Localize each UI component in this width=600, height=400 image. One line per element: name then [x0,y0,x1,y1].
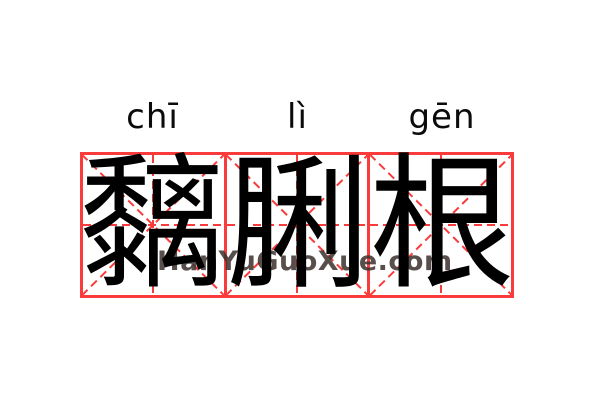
pinyin-syllable-1: chī [126,97,179,137]
mizige-cell-3 [370,155,512,295]
pinyin-syllable-2: lì [287,97,308,137]
mizige-cell-2 [226,155,371,295]
mizige-grid [80,152,514,298]
watermark-text: HanYuGuoXue.com [157,246,453,277]
mizige-cell-1 [83,155,227,295]
pinyin-syllable-3: gēn [408,97,476,137]
